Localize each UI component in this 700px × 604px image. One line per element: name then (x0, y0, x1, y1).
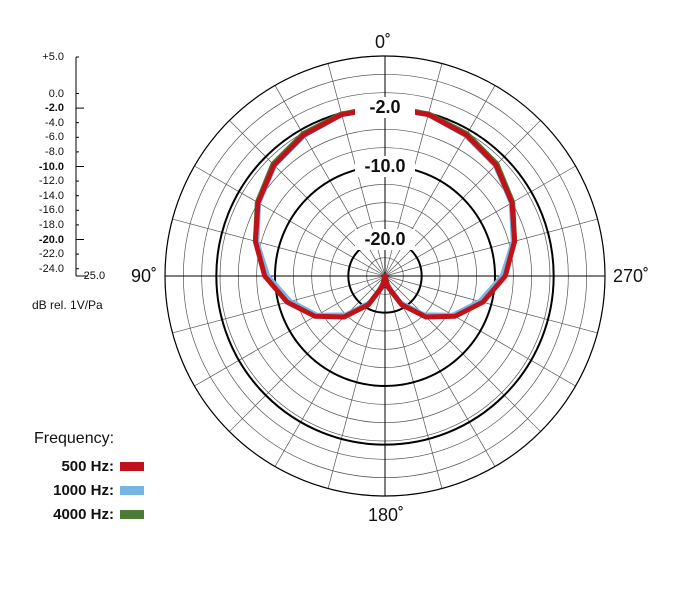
ring-label: -10.0 (355, 156, 415, 177)
series-line-0 (252, 104, 518, 320)
scale-label: -18.0 (38, 218, 64, 231)
polar-series (252, 104, 518, 320)
legend-swatch (120, 486, 144, 495)
angle-label-0: 0˚ (375, 32, 392, 52)
legend-label: 500 Hz: (61, 458, 114, 475)
legend-swatch (120, 462, 144, 471)
scale-label: -6.0 (45, 131, 64, 144)
scale-label: -22.0 (38, 248, 64, 261)
ring-label: -20.0 (355, 229, 415, 251)
scale-label: -4.0 (45, 116, 64, 129)
scale-label: -10.0 (38, 160, 64, 173)
scale-label: -12.0 (38, 175, 64, 188)
legend-item: 4000 Hz: (53, 506, 144, 523)
scale-label: -2.0 (45, 102, 64, 115)
scale-label: -25.0 (80, 270, 106, 282)
scale-label: -20.0 (38, 233, 64, 246)
scale-label: -8.0 (45, 145, 64, 158)
angle-label-270: 270˚ (613, 266, 650, 286)
legend-item: 500 Hz: (61, 458, 144, 475)
ring-label: -2.0 (355, 97, 415, 119)
legend-swatch (120, 510, 144, 519)
legend-item: 1000 Hz: (53, 482, 144, 499)
angle-label-180: 180˚ (368, 505, 405, 525)
scale-label: 0.0 (48, 87, 64, 100)
legend-label: 4000 Hz: (53, 506, 114, 523)
scale-label: -14.0 (38, 189, 64, 202)
scale-label: -16.0 (38, 204, 64, 217)
legend-title: Frequency: (34, 430, 115, 447)
angle-label-90: 90˚ (131, 266, 158, 286)
scale-label: -24.0 (38, 262, 64, 275)
scale-label: +5.0 (42, 51, 64, 63)
legend-label: 1000 Hz: (53, 482, 114, 499)
unit-label: dB rel. 1V/Pa (32, 298, 103, 312)
scale-ticks (76, 56, 88, 277)
